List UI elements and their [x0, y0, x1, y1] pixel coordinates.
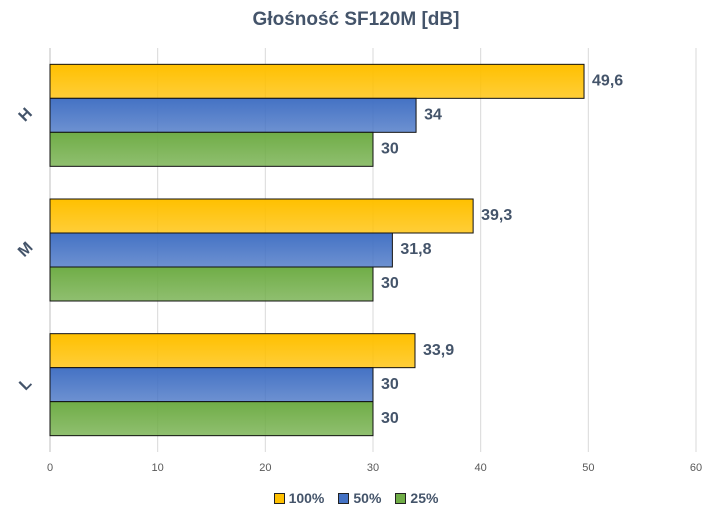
bar-M-25% [49, 266, 374, 302]
legend-item-100%: 100% [273, 490, 325, 506]
data-label-L-25%: 30 [381, 410, 399, 427]
bar-L-100% [49, 333, 416, 369]
x-tick-label: 30 [367, 462, 379, 474]
legend-label: 25% [410, 490, 439, 506]
legend-label: 100% [288, 490, 325, 506]
legend-swatch [338, 492, 350, 504]
bar-M-100% [49, 198, 474, 234]
legend-swatch [273, 492, 285, 504]
x-tick-label: 10 [152, 462, 164, 474]
category-label-H: H [16, 105, 36, 125]
x-tick-label: 40 [475, 462, 487, 474]
labels: 0 10 20 30 40 50 60H49,63430M39,331,830L33,930… [15, 73, 702, 474]
legend-label: 50% [353, 490, 382, 506]
x-tick-label: 20 [259, 462, 271, 474]
data-label-M-100%: 39,3 [481, 207, 512, 224]
bar-H-50% [49, 97, 417, 133]
category-label-L: L [16, 375, 35, 394]
category-label-M: M [15, 239, 36, 260]
legend-item-25%: 25% [395, 490, 438, 506]
data-label-L-100%: 33,9 [423, 342, 454, 359]
legend: 100% 50% 25% [0, 490, 712, 506]
x-tick-label: 60 [690, 462, 702, 474]
data-label-H-25%: 30 [381, 141, 399, 158]
data-label-H-100%: 49,6 [592, 73, 623, 90]
bar-H-100% [49, 63, 585, 99]
bar-L-50% [49, 367, 374, 403]
data-label-M-50%: 31,8 [400, 241, 431, 258]
x-tick-label: 50 [582, 462, 594, 474]
chart-title: Głośność SF120M [dB] [252, 9, 460, 30]
bar-H-25% [49, 131, 374, 167]
legend-item-50%: 50% [338, 490, 381, 506]
bar-M-50% [49, 232, 393, 268]
data-label-L-50%: 30 [381, 376, 399, 393]
bar-L-25% [49, 401, 374, 437]
bars [49, 63, 585, 437]
legend-swatch [395, 492, 407, 504]
data-label-H-50%: 34 [424, 107, 442, 124]
data-label-M-25%: 30 [381, 275, 399, 292]
x-tick-label: 0 [47, 462, 53, 474]
